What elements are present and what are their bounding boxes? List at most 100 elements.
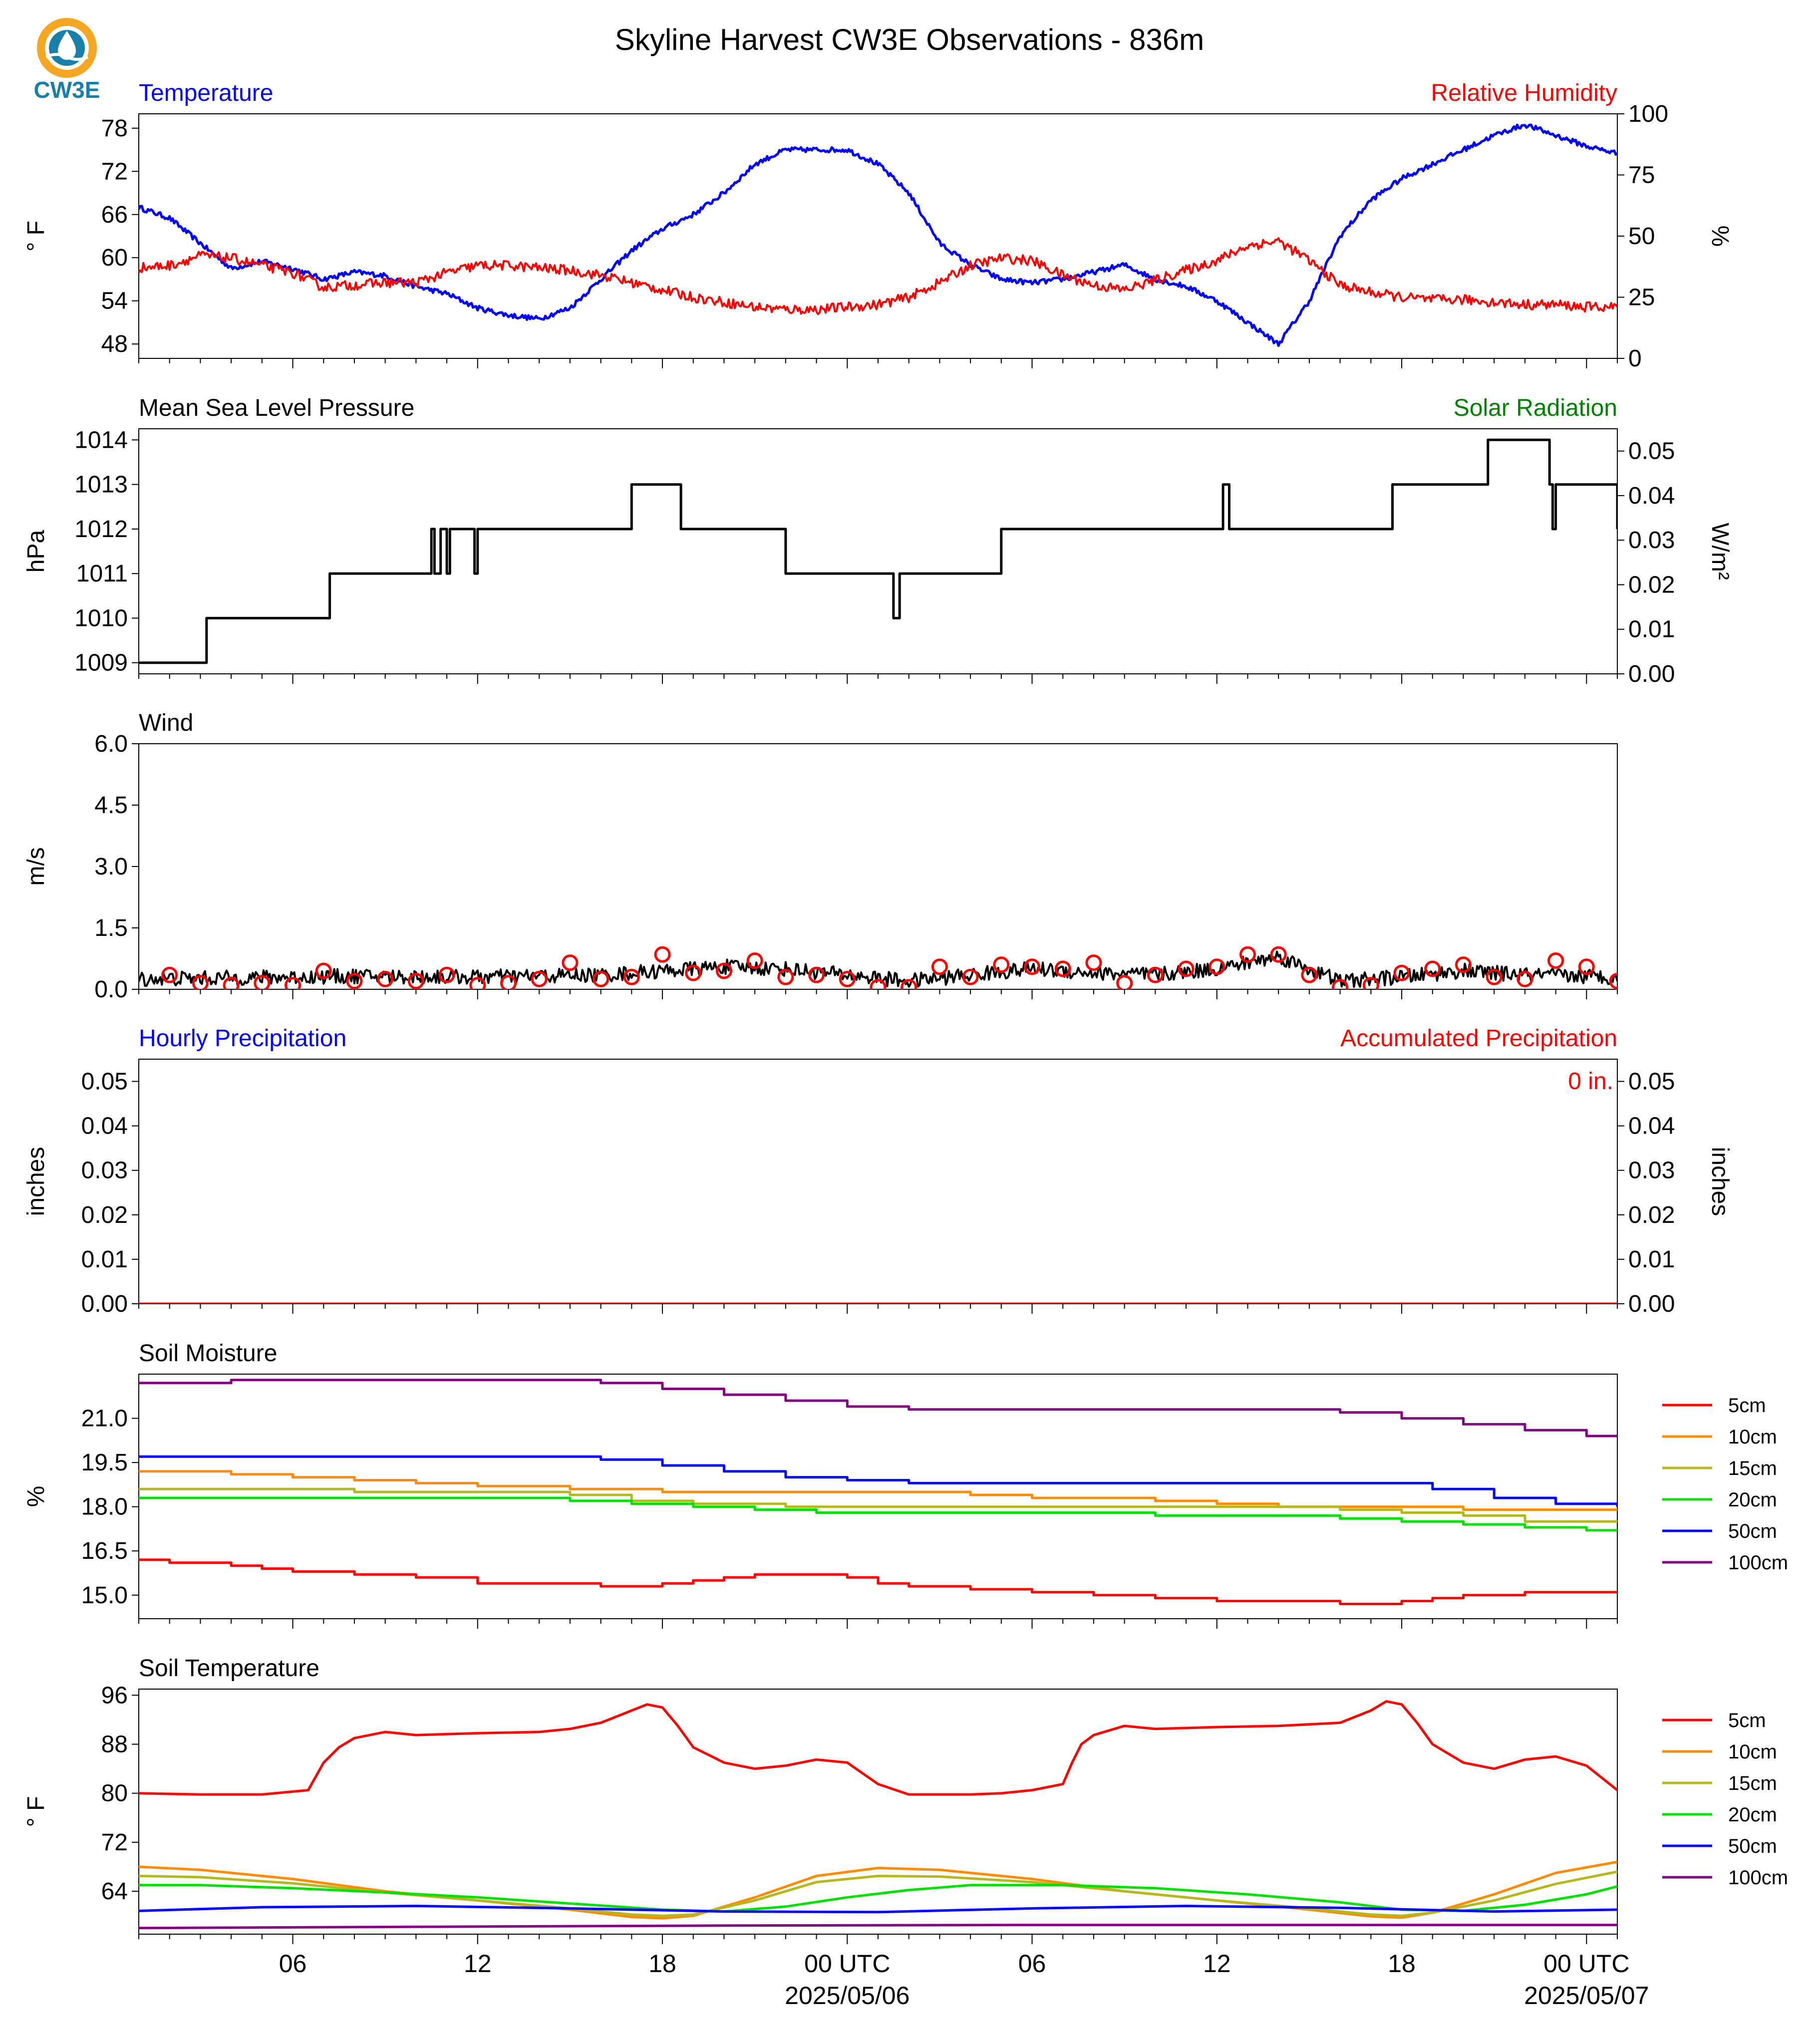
series-line <box>139 1455 1617 1507</box>
wind-gust-marker <box>346 973 363 989</box>
wind-gust-marker <box>870 979 887 989</box>
plot-area <box>139 1700 1617 1930</box>
legend-label: 5cm <box>1728 1710 1766 1732</box>
y-tick-label: 4.5 <box>94 792 128 819</box>
wind-gust-marker <box>685 964 702 981</box>
y2-tick-label: 0 <box>1628 345 1642 372</box>
panel-right-title: Accumulated Precipitation <box>1340 1025 1617 1052</box>
y-axis-label: hPa <box>23 530 49 573</box>
y2-tick-label: 0.03 <box>1628 527 1675 554</box>
panel-frame <box>138 113 1618 359</box>
legend-label: 5cm <box>1728 1395 1766 1417</box>
time-axis-labels: 06 12 18 00 UTC 06 12 18 00 UTC 2025/05/06 2025/0… <box>279 1950 1649 2010</box>
y2-tick-label: 0.05 <box>1628 438 1675 465</box>
wind-gust-marker <box>1547 952 1564 969</box>
wind-gust-marker <box>623 968 640 985</box>
y-tick-label: 78 <box>101 115 128 142</box>
plot-area <box>139 123 1617 347</box>
y2-tick-label: 0.01 <box>1628 616 1675 643</box>
y-tick-label: 19.5 <box>81 1449 128 1476</box>
y2-tick-label: 0.03 <box>1628 1158 1675 1184</box>
y-tick-label: 1014 <box>74 427 128 453</box>
wind-gust-marker <box>593 971 609 987</box>
wind-gust-marker <box>500 975 517 989</box>
panel-left-title: Soil Moisture <box>139 1340 277 1367</box>
wind-gust-marker <box>438 966 455 983</box>
series-line <box>139 237 1617 315</box>
legend-label: 10cm <box>1728 1741 1777 1763</box>
wind-gust-marker <box>1393 964 1410 981</box>
time-tick-label: 12 <box>464 1950 492 1978</box>
y2-tick-label: 0.05 <box>1628 1069 1675 1095</box>
cw3e-logo: CW3E <box>34 18 100 103</box>
y2-tick-label: 0.00 <box>1628 1291 1675 1317</box>
wind-gust-marker <box>654 946 671 963</box>
panel-frame <box>138 1689 1618 1935</box>
wave-icon <box>45 53 89 61</box>
y-tick-label: 18.0 <box>81 1494 128 1520</box>
date-label: 2025/05/06 <box>785 1982 910 2010</box>
time-tick-label: 00 UTC <box>804 1950 890 1978</box>
wind-gust-marker <box>901 979 917 989</box>
wind-gust-marker <box>1116 975 1133 989</box>
series-line <box>139 1558 1617 1605</box>
series-line <box>139 1496 1617 1532</box>
panel-0: Temperature Relative Humidity 48 54 60 66 72 78… <box>23 80 1733 372</box>
panel-frame <box>138 1059 1618 1304</box>
series-line <box>139 1379 1617 1438</box>
series-line <box>139 1870 1617 1917</box>
panels: Temperature Relative Humidity 48 54 60 66 72 78… <box>23 80 1788 1944</box>
wind-gust-marker <box>1424 960 1441 977</box>
legend: 5cm 10cm 15cm 20cm 50cm 100cm <box>1662 1710 1788 1889</box>
series-line <box>139 123 1617 347</box>
y2-tick-label: 0.01 <box>1628 1246 1675 1273</box>
time-tick-label: 06 <box>1018 1950 1046 1978</box>
y-tick-label: 72 <box>101 158 128 185</box>
series-line <box>139 438 1617 664</box>
wind-gust-marker <box>1024 958 1041 975</box>
y-tick-label: 0.03 <box>81 1158 128 1184</box>
y2-tick-label: 0.04 <box>1628 483 1675 509</box>
wind-gust-marker <box>407 973 424 989</box>
wind-gust-marker <box>1517 971 1533 987</box>
wind-gust-marker <box>839 971 856 987</box>
y2-tick-label: 0.00 <box>1628 661 1675 687</box>
chart-title: Skyline Harvest CW3E Observations - 836m <box>615 23 1204 56</box>
logo-text: CW3E <box>34 77 100 103</box>
y-tick-label: 6.0 <box>94 731 128 757</box>
y-tick-label: 0.00 <box>81 1291 128 1317</box>
panel-2: Wind 0.0 1.5 3.0 4.5 6.0 m/s <box>23 710 1618 1003</box>
y-tick-label: 15.0 <box>81 1582 128 1609</box>
legend: 5cm 10cm 15cm 20cm 50cm 100cm <box>1662 1395 1788 1574</box>
y-tick-label: 3.0 <box>94 854 128 880</box>
y2-tick-label: 100 <box>1628 101 1668 127</box>
y-tick-label: 88 <box>101 1731 128 1757</box>
wind-gust-marker <box>931 958 948 975</box>
wind-gust-marker <box>254 975 271 989</box>
y2-axis-label: inches <box>1707 1147 1733 1216</box>
wind-gust-marker <box>562 954 579 971</box>
plot-area <box>139 1379 1617 1605</box>
wind-gust-marker <box>1147 966 1164 983</box>
panel-left-title: Mean Sea Level Pressure <box>139 395 414 421</box>
y-tick-label: 0.02 <box>81 1202 128 1228</box>
y-tick-label: 80 <box>101 1780 128 1807</box>
legend-label: 15cm <box>1728 1457 1777 1479</box>
series-line <box>139 1905 1617 1914</box>
y2-tick-label: 0.04 <box>1628 1113 1675 1140</box>
legend-label: 100cm <box>1728 1867 1788 1889</box>
y2-tick-label: 50 <box>1628 223 1655 250</box>
time-tick-label: 00 UTC <box>1543 1950 1629 1978</box>
series-line <box>139 1487 1617 1523</box>
panel-left-title: Hourly Precipitation <box>139 1025 346 1052</box>
wind-gust-marker <box>1178 960 1195 977</box>
wind-gust-marker <box>1301 966 1318 983</box>
y-axis-label: ° F <box>23 221 49 252</box>
series-line <box>139 1470 1617 1511</box>
y-tick-label: 1009 <box>74 650 128 676</box>
y-axis-label: ° F <box>23 1796 49 1827</box>
y-tick-label: 1011 <box>76 561 128 587</box>
panel-frame <box>138 428 1618 674</box>
wind-gust-marker <box>285 977 302 989</box>
wind-gust-marker <box>377 971 394 987</box>
